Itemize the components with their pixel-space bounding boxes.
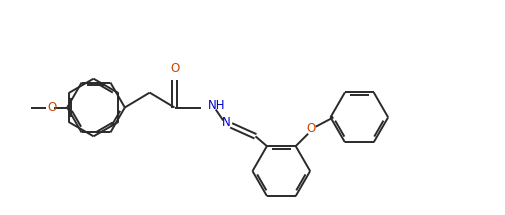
Text: NH: NH — [208, 99, 225, 112]
Text: N: N — [222, 116, 231, 129]
Text: O: O — [306, 122, 315, 135]
Text: O: O — [170, 62, 179, 75]
Text: O: O — [47, 101, 57, 114]
